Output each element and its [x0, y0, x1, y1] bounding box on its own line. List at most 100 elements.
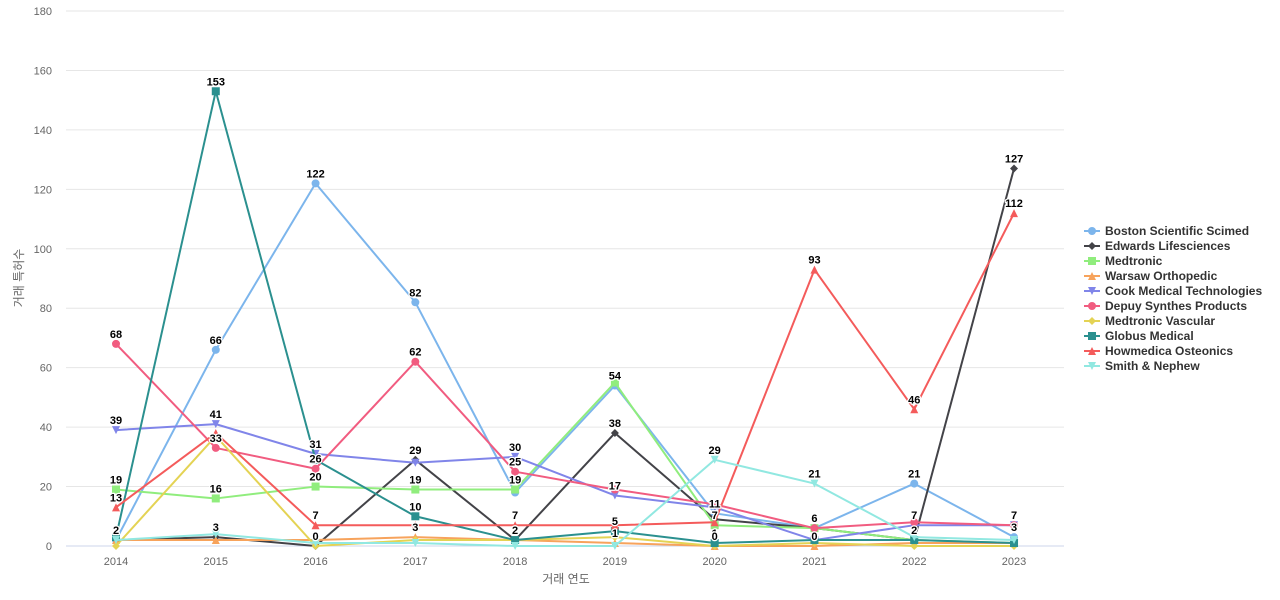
point-howmedica-osteonics[interactable]: [112, 503, 120, 512]
point-boston-scientific-scimed[interactable]: [910, 479, 919, 488]
series-line-edwards-lifesciences[interactable]: [115, 167, 1016, 547]
point-depuy-synthes-products[interactable]: [411, 357, 420, 366]
point-globus-medical[interactable]: [511, 536, 520, 545]
point-globus-medical[interactable]: [411, 512, 420, 521]
legend-marker[interactable]: [1088, 227, 1096, 235]
legend-swatch: [1084, 227, 1100, 235]
point-depuy-synthes-products[interactable]: [311, 464, 320, 473]
point-depuy-synthes-products[interactable]: [710, 500, 719, 509]
point-smith-nephew[interactable]: [311, 539, 320, 548]
legend-marker[interactable]: [1088, 257, 1096, 265]
legend-marker[interactable]: [1088, 287, 1096, 295]
point-globus-medical[interactable]: [610, 527, 619, 536]
point-howmedica-osteonics[interactable]: [411, 521, 420, 530]
series-line-smith-nephew[interactable]: [115, 458, 1016, 547]
point-cook-medical-technologies[interactable]: [411, 458, 420, 467]
point-howmedica-osteonics[interactable]: [910, 405, 919, 414]
point-cook-medical-technologies[interactable]: [211, 420, 220, 429]
point-depuy-synthes-products[interactable]: [211, 443, 220, 452]
y-tick-label: 80: [40, 303, 52, 315]
series-line-cook-medical-technologies[interactable]: [115, 423, 1016, 542]
data-label: 16: [210, 483, 222, 495]
point-smith-nephew[interactable]: [511, 542, 520, 550]
point-medtronic[interactable]: [211, 494, 220, 503]
legend-item-globus-medical[interactable]: Globus Medical: [1084, 328, 1274, 343]
legend-item-warsaw-orthopedic[interactable]: Warsaw Orthopedic: [1084, 268, 1274, 283]
series-line-boston-scientific-scimed[interactable]: [115, 182, 1016, 542]
point-globus-medical[interactable]: [810, 536, 819, 545]
legend-marker[interactable]: [1088, 362, 1096, 370]
legend-marker[interactable]: [1088, 332, 1096, 340]
point-depuy-synthes-products[interactable]: [511, 467, 520, 476]
point-howmedica-osteonics[interactable]: [610, 521, 619, 530]
point-depuy-synthes-products[interactable]: [112, 339, 120, 348]
point-howmedica-osteonics[interactable]: [311, 521, 320, 530]
point-warsaw-orthopedic[interactable]: [211, 536, 220, 545]
point-smith-nephew[interactable]: [411, 539, 420, 548]
point-medtronic[interactable]: [311, 482, 320, 491]
legend-item-medtronic[interactable]: Medtronic: [1084, 253, 1274, 268]
point-medtronic[interactable]: [511, 485, 520, 494]
legend-item-howmedica-osteonics[interactable]: Howmedica Osteonics: [1084, 343, 1274, 358]
legend-marker[interactable]: [1088, 347, 1096, 355]
point-smith-nephew[interactable]: [910, 533, 919, 542]
point-smith-nephew[interactable]: [810, 479, 819, 488]
legend-swatch: [1084, 257, 1100, 265]
legend-item-medtronic-vascular[interactable]: Medtronic Vascular: [1084, 313, 1274, 328]
legend-marker[interactable]: [1088, 242, 1096, 250]
point-medtronic[interactable]: [411, 485, 420, 494]
series-line-depuy-synthes-products[interactable]: [115, 342, 1016, 530]
point-cook-medical-technologies[interactable]: [511, 452, 520, 461]
series-line-howmedica-osteonics[interactable]: [115, 212, 1016, 527]
series-line-globus-medical[interactable]: [115, 90, 1016, 545]
legend-marker[interactable]: [1088, 272, 1096, 280]
point-edwards-lifesciences[interactable]: [1010, 164, 1019, 173]
legend-item-cook-medical-technologies[interactable]: Cook Medical Technologies: [1084, 283, 1274, 298]
point-medtronic[interactable]: [610, 378, 619, 387]
data-label: 0: [312, 531, 318, 543]
data-label: 21: [808, 469, 820, 481]
point-howmedica-osteonics[interactable]: [511, 521, 520, 530]
legend-item-boston-scientific-scimed[interactable]: Boston Scientific Scimed: [1084, 223, 1274, 238]
legend-marker[interactable]: [1088, 317, 1096, 325]
point-globus-medical[interactable]: [710, 539, 719, 548]
data-label: 2: [512, 525, 518, 537]
point-howmedica-osteonics[interactable]: [211, 429, 220, 438]
point-howmedica-osteonics[interactable]: [1010, 209, 1019, 218]
legend-item-depuy-synthes-products[interactable]: Depuy Synthes Products: [1084, 298, 1274, 313]
point-medtronic-vascular[interactable]: [112, 542, 120, 550]
legend-item-edwards-lifesciences[interactable]: Edwards Lifesciences: [1084, 238, 1274, 253]
point-globus-medical[interactable]: [211, 87, 220, 96]
y-tick-label: 20: [40, 482, 52, 494]
point-edwards-lifesciences[interactable]: [610, 429, 619, 438]
data-label: 6: [811, 513, 817, 525]
point-smith-nephew[interactable]: [710, 455, 719, 464]
point-cook-medical-technologies[interactable]: [112, 426, 120, 435]
legend-label: Boston Scientific Scimed: [1105, 223, 1250, 238]
legend-item-smith-nephew[interactable]: Smith & Nephew: [1084, 358, 1274, 373]
data-label: 25: [509, 457, 521, 469]
point-boston-scientific-scimed[interactable]: [311, 179, 320, 188]
point-howmedica-osteonics[interactable]: [810, 265, 819, 274]
point-depuy-synthes-products[interactable]: [910, 518, 919, 527]
data-label: 7: [712, 510, 718, 522]
point-medtronic[interactable]: [112, 485, 120, 494]
point-smith-nephew[interactable]: [610, 542, 619, 550]
point-depuy-synthes-products[interactable]: [610, 485, 619, 494]
point-smith-nephew[interactable]: [1010, 536, 1019, 545]
point-smith-nephew[interactable]: [211, 530, 220, 539]
point-depuy-synthes-products[interactable]: [810, 524, 819, 533]
point-depuy-synthes-products[interactable]: [1010, 521, 1019, 530]
point-howmedica-osteonics[interactable]: [710, 518, 719, 527]
point-boston-scientific-scimed[interactable]: [411, 298, 420, 307]
point-boston-scientific-scimed[interactable]: [211, 345, 220, 354]
point-smith-nephew[interactable]: [112, 536, 120, 545]
data-label: 122: [306, 168, 324, 180]
x-axis-title: 거래 연도: [542, 572, 590, 586]
series-line-medtronic-vascular[interactable]: [115, 435, 1016, 547]
data-label: 29: [709, 445, 721, 457]
point-cook-medical-technologies[interactable]: [610, 491, 619, 500]
point-globus-medical[interactable]: [311, 455, 320, 464]
legend-marker[interactable]: [1088, 302, 1096, 310]
